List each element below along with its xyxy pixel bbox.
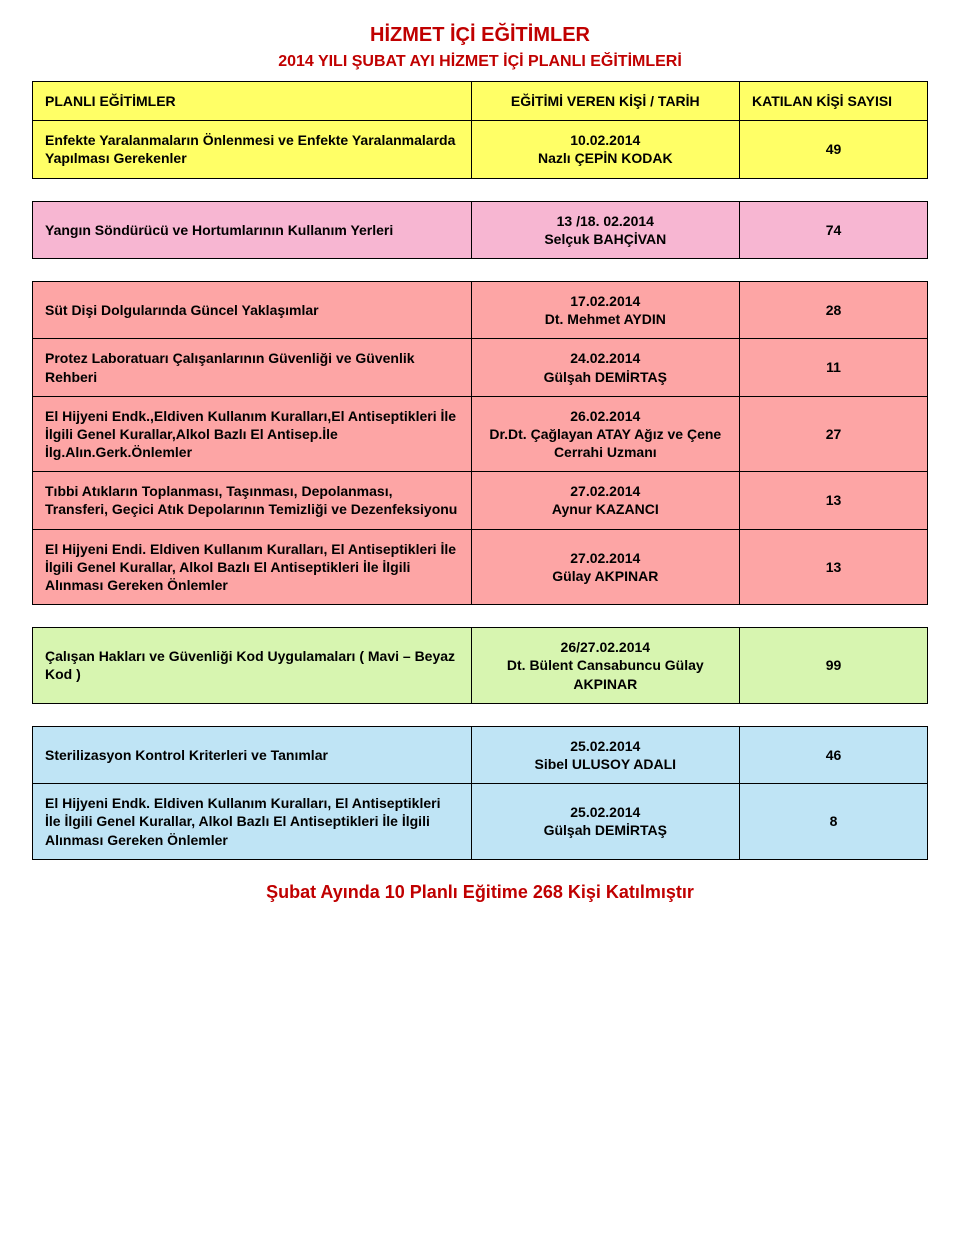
count-cell: 11 bbox=[740, 339, 928, 396]
count-cell: 99 bbox=[740, 628, 928, 704]
info-cell: 17.02.2014Dt. Mehmet AYDIN bbox=[471, 281, 740, 338]
training-date: 25.02.2014 bbox=[484, 803, 728, 821]
trainer-name: Aynur KAZANCI bbox=[484, 500, 728, 518]
training-date: 25.02.2014 bbox=[484, 737, 728, 755]
info-cell: 24.02.2014Gülşah DEMİRTAŞ bbox=[471, 339, 740, 396]
topic-cell: Tıbbi Atıkların Toplanması, Taşınması, D… bbox=[33, 472, 472, 529]
page-subtitle: 2014 YILI ŞUBAT AYI HİZMET İÇİ PLANLI EĞ… bbox=[32, 53, 928, 71]
training-date: 24.02.2014 bbox=[484, 349, 728, 367]
count-cell: 46 bbox=[740, 726, 928, 783]
topic-cell: Protez Laboratuarı Çalışanlarının Güvenl… bbox=[33, 339, 472, 396]
training-date: 17.02.2014 bbox=[484, 292, 728, 310]
training-table: Yangın Söndürücü ve Hortumlarının Kullan… bbox=[32, 201, 928, 259]
training-table: Süt Dişi Dolgularında Güncel Yaklaşımlar… bbox=[32, 281, 928, 605]
training-table: Çalışan Hakları ve Güvenliği Kod Uygulam… bbox=[32, 627, 928, 704]
trainer-name: Selçuk BAHÇİVAN bbox=[484, 230, 728, 248]
footer-summary: Şubat Ayında 10 Planlı Eğitime 268 Kişi … bbox=[32, 882, 928, 903]
training-date: 26.02.2014 bbox=[484, 407, 728, 425]
trainer-name: Dr.Dt. Çağlayan ATAY Ağız ve Çene Cerrah… bbox=[484, 425, 728, 461]
trainer-name: Nazlı ÇEPİN KODAK bbox=[484, 149, 728, 167]
table-row: El Hijyeni Endi. Eldiven Kullanım Kurall… bbox=[33, 529, 928, 605]
trainer-name: Dt. Mehmet AYDIN bbox=[484, 310, 728, 328]
table-row: Çalışan Hakları ve Güvenliği Kod Uygulam… bbox=[33, 628, 928, 704]
table-row: Protez Laboratuarı Çalışanlarının Güvenl… bbox=[33, 339, 928, 396]
training-date: 10.02.2014 bbox=[484, 131, 728, 149]
trainer-name: Dt. Bülent Cansabuncu Gülay AKPINAR bbox=[484, 656, 728, 692]
count-cell: 74 bbox=[740, 201, 928, 258]
topic-cell: El Hijyeni Endk. Eldiven Kullanım Kurall… bbox=[33, 784, 472, 860]
info-cell: 13 /18. 02.2014Selçuk BAHÇİVAN bbox=[471, 201, 740, 258]
count-cell: 8 bbox=[740, 784, 928, 860]
topic-cell: Sterilizasyon Kontrol Kriterleri ve Tanı… bbox=[33, 726, 472, 783]
table-row: Süt Dişi Dolgularında Güncel Yaklaşımlar… bbox=[33, 281, 928, 338]
table-row: Enfekte Yaralanmaların Önlenmesi ve Enfe… bbox=[33, 121, 928, 178]
training-date: 13 /18. 02.2014 bbox=[484, 212, 728, 230]
table-row: Sterilizasyon Kontrol Kriterleri ve Tanı… bbox=[33, 726, 928, 783]
topic-cell: El Hijyeni Endi. Eldiven Kullanım Kurall… bbox=[33, 529, 472, 605]
trainer-name: Sibel ULUSOY ADALI bbox=[484, 755, 728, 773]
count-cell: 13 bbox=[740, 472, 928, 529]
table-row: Tıbbi Atıkların Toplanması, Taşınması, D… bbox=[33, 472, 928, 529]
topic-cell: El Hijyeni Endk.,Eldiven Kullanım Kurall… bbox=[33, 396, 472, 472]
training-date: 26/27.02.2014 bbox=[484, 638, 728, 656]
table-row: El Hijyeni Endk. Eldiven Kullanım Kurall… bbox=[33, 784, 928, 860]
trainer-name: Gülay AKPINAR bbox=[484, 567, 728, 585]
count-cell: 49 bbox=[740, 121, 928, 178]
info-cell: 27.02.2014Aynur KAZANCI bbox=[471, 472, 740, 529]
info-cell: 25.02.2014Gülşah DEMİRTAŞ bbox=[471, 784, 740, 860]
topic-cell: Yangın Söndürücü ve Hortumlarının Kullan… bbox=[33, 201, 472, 258]
topic-cell: Çalışan Hakları ve Güvenliği Kod Uygulam… bbox=[33, 628, 472, 704]
sections-container: PLANLI EĞİTİMLEREĞİTİMİ VEREN KİŞİ / TAR… bbox=[32, 81, 928, 860]
col-header-count: KATILAN KİŞİ SAYISI bbox=[740, 82, 928, 121]
info-cell: 27.02.2014Gülay AKPINAR bbox=[471, 529, 740, 605]
training-table: Sterilizasyon Kontrol Kriterleri ve Tanı… bbox=[32, 726, 928, 860]
training-table: PLANLI EĞİTİMLEREĞİTİMİ VEREN KİŞİ / TAR… bbox=[32, 81, 928, 179]
col-header-topic: PLANLI EĞİTİMLER bbox=[33, 82, 472, 121]
trainer-name: Gülşah DEMİRTAŞ bbox=[484, 368, 728, 386]
info-cell: 25.02.2014Sibel ULUSOY ADALI bbox=[471, 726, 740, 783]
topic-cell: Enfekte Yaralanmaların Önlenmesi ve Enfe… bbox=[33, 121, 472, 178]
col-header-info: EĞİTİMİ VEREN KİŞİ / TARİH bbox=[471, 82, 740, 121]
training-date: 27.02.2014 bbox=[484, 549, 728, 567]
page-title: HİZMET İÇİ EĞİTİMLER bbox=[32, 24, 928, 47]
info-cell: 26.02.2014Dr.Dt. Çağlayan ATAY Ağız ve Ç… bbox=[471, 396, 740, 472]
trainer-name: Gülşah DEMİRTAŞ bbox=[484, 821, 728, 839]
count-cell: 27 bbox=[740, 396, 928, 472]
topic-cell: Süt Dişi Dolgularında Güncel Yaklaşımlar bbox=[33, 281, 472, 338]
info-cell: 10.02.2014Nazlı ÇEPİN KODAK bbox=[471, 121, 740, 178]
training-date: 27.02.2014 bbox=[484, 482, 728, 500]
table-row: Yangın Söndürücü ve Hortumlarının Kullan… bbox=[33, 201, 928, 258]
count-cell: 13 bbox=[740, 529, 928, 605]
count-cell: 28 bbox=[740, 281, 928, 338]
info-cell: 26/27.02.2014Dt. Bülent Cansabuncu Gülay… bbox=[471, 628, 740, 704]
table-row: El Hijyeni Endk.,Eldiven Kullanım Kurall… bbox=[33, 396, 928, 472]
